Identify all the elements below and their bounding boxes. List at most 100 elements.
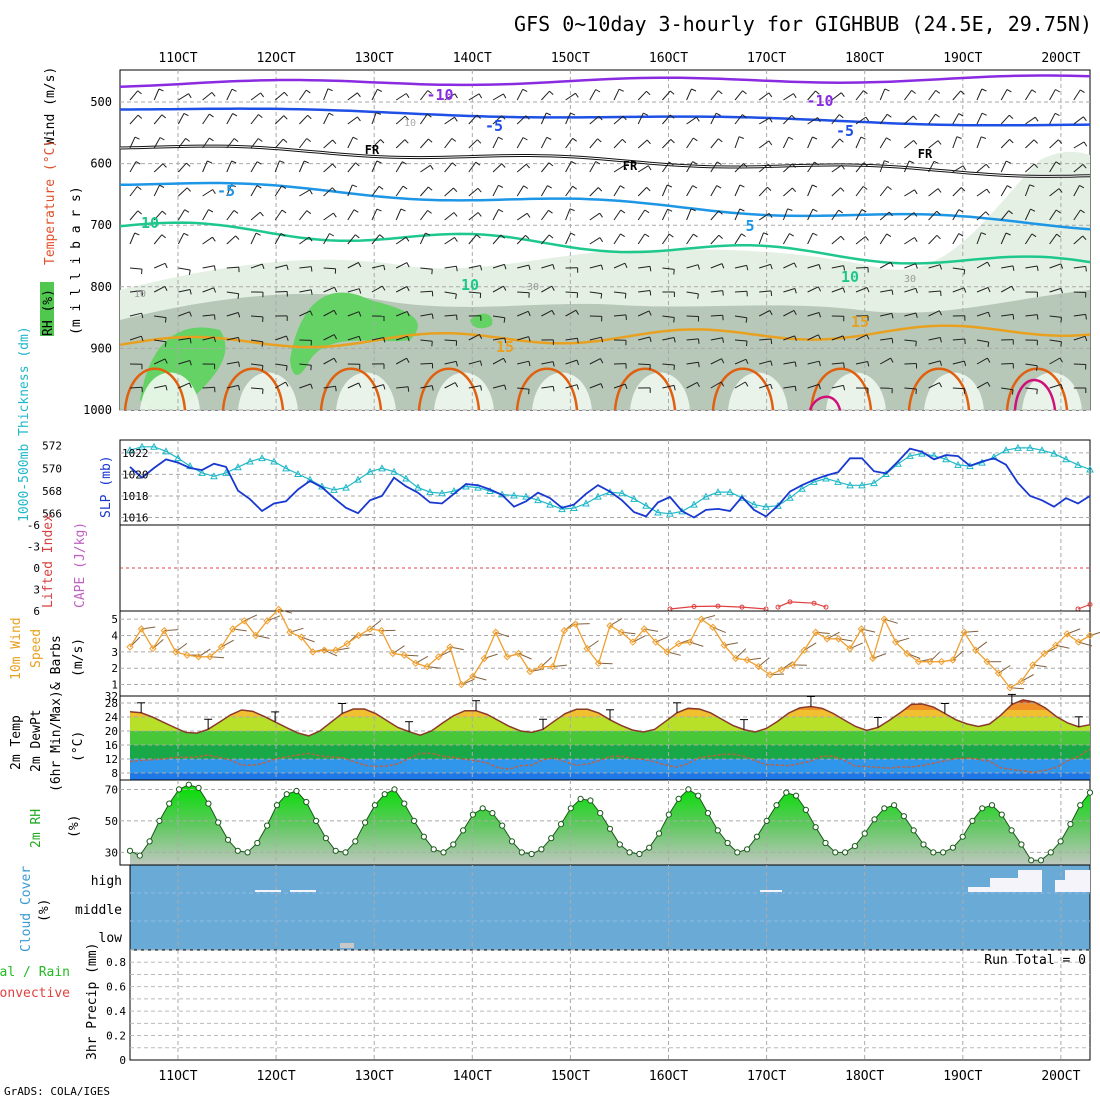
isotherm-20: [319, 367, 383, 411]
rh-point: [763, 817, 770, 825]
wind-speed-point: [354, 631, 363, 640]
isotherm--10: [119, 74, 1091, 88]
wind-speed-point: [834, 635, 843, 643]
wind-barb-flag: [425, 232, 431, 236]
cape-point: [787, 599, 793, 605]
wind-barb-flag: [333, 357, 337, 363]
cape-point: [739, 604, 745, 610]
wind-barb-flag: [571, 161, 577, 165]
wind-barb: [540, 185, 548, 197]
wind-barb: [1073, 185, 1080, 197]
wind-barb: [807, 286, 819, 293]
wind-barb: [904, 140, 915, 149]
wind-barb-flag: [238, 337, 241, 343]
contour-label: FR: [623, 159, 638, 173]
wind-barb-flag: [551, 310, 555, 316]
pressure-tick-label: 800: [90, 280, 112, 294]
wind-barb-flag: [257, 138, 263, 142]
thickness-point: [1086, 465, 1094, 473]
wind-axis-label: Wind (m/s): [43, 67, 58, 145]
wind-barb: [831, 92, 842, 101]
wind-barb: [1049, 209, 1057, 221]
wind-barb: [904, 363, 917, 365]
thickness-point: [690, 500, 698, 508]
wind-barb-flag: [938, 310, 943, 316]
rh-point: [1077, 802, 1084, 809]
wind-barb: [928, 188, 939, 197]
wind-barb: [734, 208, 741, 221]
wind-barb: [758, 310, 771, 317]
wind-barb: [831, 335, 844, 341]
thickness-point: [822, 474, 830, 482]
wind-barb: [1001, 387, 1014, 391]
isotherm-20: [123, 367, 187, 411]
wind-speed-point: [686, 638, 694, 646]
wind-barb: [202, 265, 215, 269]
wind-barb: [444, 360, 457, 365]
wind-barb: [1001, 265, 1014, 269]
wind-barb-flag: [280, 233, 286, 237]
wind-barb-flag: [673, 269, 675, 275]
rh2m-unit: (%): [67, 815, 82, 838]
wind-barb-flag: [522, 88, 528, 93]
precip-tick-label: 0.4: [106, 1005, 126, 1018]
wind-barb: [855, 116, 867, 125]
rh-point: [499, 822, 506, 829]
wind-barb: [274, 381, 286, 389]
wind-barb: [565, 384, 578, 389]
wind-barb: [758, 163, 769, 173]
wind-barb-flag: [232, 113, 238, 117]
wind-barb-flag: [939, 360, 942, 366]
wind-barb: [686, 88, 692, 101]
wind-barb: [783, 309, 795, 317]
wind-barb-flag: [335, 386, 337, 392]
wind-barb: [1024, 208, 1031, 221]
wind-barb: [468, 265, 481, 269]
wind-barb: [952, 113, 960, 125]
wind-barb: [226, 184, 232, 197]
wind-barb-flag: [503, 285, 507, 291]
wind-barb-flag: [958, 113, 964, 117]
wind-barb: [565, 112, 571, 125]
cape-point: [775, 604, 781, 610]
wind-barb-flag: [188, 269, 191, 275]
rh-point: [156, 817, 163, 825]
wind-barb-flag: [696, 116, 700, 122]
cape-lines: [667, 599, 1093, 612]
wind-barb: [1073, 209, 1081, 221]
wind-barb: [831, 187, 841, 197]
wind-barb-flag: [310, 289, 313, 295]
wind-barb: [250, 263, 263, 269]
wind-barb: [758, 212, 770, 221]
wind-barb-flag: [189, 311, 192, 317]
wind-barb: [1000, 210, 1010, 221]
wind-barb-flag: [454, 237, 458, 242]
rh-point: [303, 798, 310, 806]
wind-speed-point: [160, 626, 168, 635]
wind-barb: [928, 113, 936, 125]
wind-barb: [952, 338, 965, 341]
contour-label: -5: [836, 122, 854, 140]
isotherm-15: [119, 324, 1091, 349]
wind-barb: [831, 362, 844, 365]
rh-point: [234, 847, 241, 854]
wind-barb-flag: [213, 265, 216, 271]
wind-barb-flag: [669, 90, 675, 95]
wind-speed-point: [274, 605, 283, 614]
wind-barb-flag: [866, 287, 870, 293]
rh-shading: [120, 151, 1090, 410]
wind-speed-point: [1017, 677, 1026, 685]
wind-barb: [468, 187, 479, 197]
wind-barb-flag: [141, 269, 143, 275]
thickness-point: [306, 475, 314, 483]
thickness-point: [210, 472, 218, 480]
wind-barb-flag: [673, 337, 676, 343]
wind-barb: [831, 164, 842, 173]
wind-barb-flag: [238, 385, 241, 391]
wind-barb: [347, 311, 360, 317]
thickness-point: [1026, 443, 1034, 451]
rh-daily-dip: [140, 372, 200, 410]
wind-barb: [589, 187, 599, 197]
wind-barb: [928, 337, 941, 341]
rh-point: [1008, 827, 1015, 834]
